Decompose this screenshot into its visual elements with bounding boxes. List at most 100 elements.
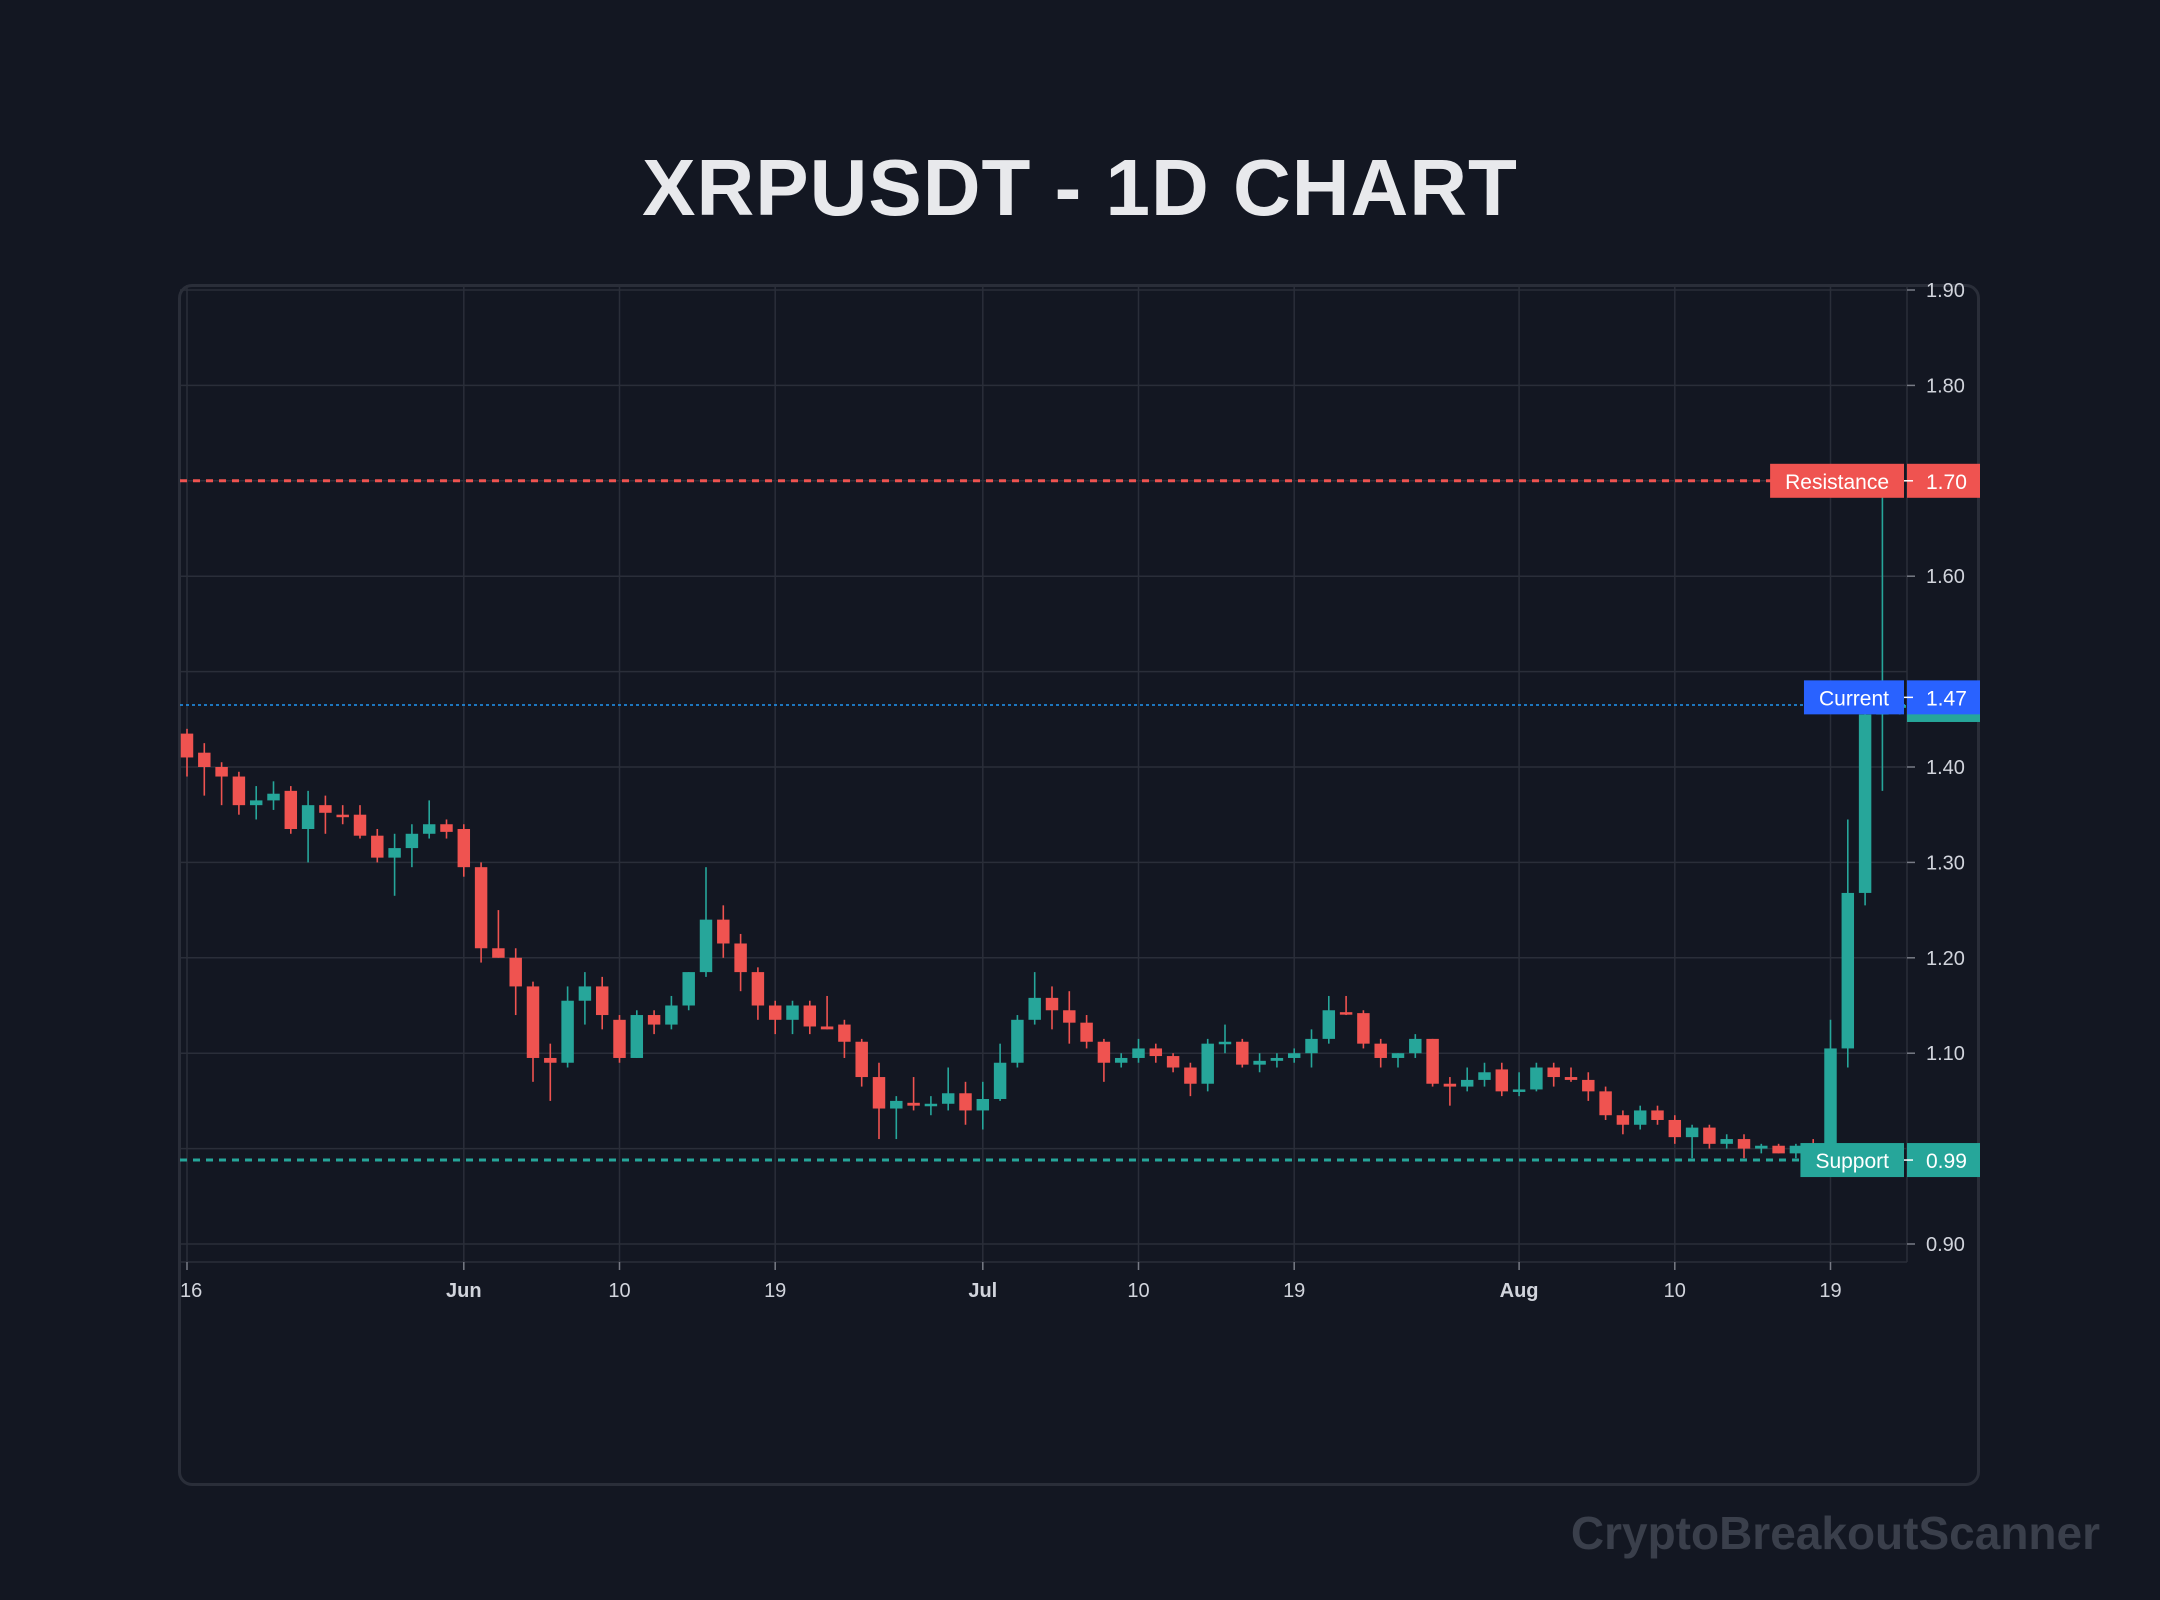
candle [1599,1086,1612,1120]
candle [1737,1134,1751,1159]
candle-body [1495,1069,1509,1092]
candle-body [1114,1057,1128,1063]
candle-body [1616,1115,1630,1125]
candle-body [1063,1010,1076,1023]
time-tick-label: 10 [1664,1280,1686,1302]
candle [422,800,436,839]
current-value: 1.47 [1926,687,1967,710]
candle [561,986,574,1068]
candle [440,819,453,839]
candle [1703,1124,1716,1149]
candle-body [1218,1041,1232,1045]
candle [1063,991,1076,1044]
candle-body [682,972,695,1006]
candle [1045,986,1059,1030]
candle [924,1096,938,1116]
candle-body [1737,1139,1751,1149]
candle-body [630,1015,644,1058]
candle-body [1391,1053,1405,1058]
support-value: 0.99 [1926,1150,1967,1173]
candle-body [786,1005,799,1020]
current-label: Current [1819,687,1889,710]
candle [1824,1019,1837,1159]
candle [803,1000,817,1035]
candle-body [1339,1012,1353,1015]
candle [474,862,488,963]
candle [786,1000,799,1035]
candle-body [595,986,609,1016]
candle [319,795,332,834]
candle [336,805,349,825]
candle [699,867,713,977]
resistance-label: Resistance [1785,471,1889,494]
candle [993,1043,1007,1101]
time-tick-label: 19 [764,1280,786,1302]
candle-body [1858,714,1872,893]
candle [1374,1038,1387,1068]
candle [1287,1048,1301,1063]
candle-body [1841,892,1855,1049]
candle [1841,819,1855,1068]
candle [1391,1053,1405,1068]
candle [526,981,540,1082]
candle-body [1512,1089,1526,1092]
candle-body [1374,1043,1387,1058]
resistance-label-bg [1770,463,1904,498]
candle [1166,1053,1180,1073]
candle [1530,1062,1543,1092]
candle [1772,1143,1785,1154]
price-tick-label: 1.80 [1926,375,1965,397]
candle [1322,995,1336,1044]
candle-body [1028,997,1041,1020]
candle-body [1426,1038,1439,1084]
candle-body [734,943,747,973]
candle-body [838,1024,851,1042]
time-tick-label: 10 [1127,1280,1149,1302]
candle [1080,1015,1093,1049]
candle [838,1019,851,1058]
candle [595,976,609,1030]
candle-body [1720,1139,1733,1144]
candle-body [717,919,730,944]
candle [509,948,522,1016]
candle-body [1582,1079,1595,1092]
candle [267,781,280,810]
candle [457,824,471,877]
candle [1305,1029,1318,1068]
candle-body [1097,1041,1111,1063]
time-tick-label: 10 [608,1280,630,1302]
candle [1253,1053,1266,1073]
candle [613,1015,626,1063]
candle-body [1270,1057,1284,1061]
candle [1201,1038,1214,1092]
candle-body [1149,1048,1163,1057]
candle [1028,972,1041,1025]
candle [492,910,505,958]
candle [544,1043,557,1101]
candle [1236,1038,1249,1068]
candles [180,480,1906,1159]
candle-body [872,1077,886,1109]
candle-body [1772,1145,1785,1154]
candle-body [959,1093,972,1111]
candle-body [1236,1041,1249,1065]
candle-body [1564,1077,1578,1080]
candle [1858,704,1872,906]
price-axis: 0.90 1.10 1.20 1.30 1.40 1.60 1.80 1.90 [1907,280,1965,1256]
time-axis: 16 Jun 10 19 Jul 10 19 Aug 10 19 [180,1262,1842,1302]
candle-body [751,972,765,1006]
candle [301,790,315,863]
candle-body [1080,1022,1093,1042]
price-tick-label: 1.10 [1926,1043,1965,1065]
candle-body [422,824,436,834]
candle-body [1322,1010,1336,1039]
candle-body [1755,1145,1768,1149]
candle-body [1011,1019,1024,1063]
candle-body [1166,1056,1180,1068]
candle [647,1010,661,1035]
candle-body [578,986,592,1001]
candle-body [1287,1053,1301,1058]
candle [820,995,834,1030]
candle-body [924,1103,938,1107]
